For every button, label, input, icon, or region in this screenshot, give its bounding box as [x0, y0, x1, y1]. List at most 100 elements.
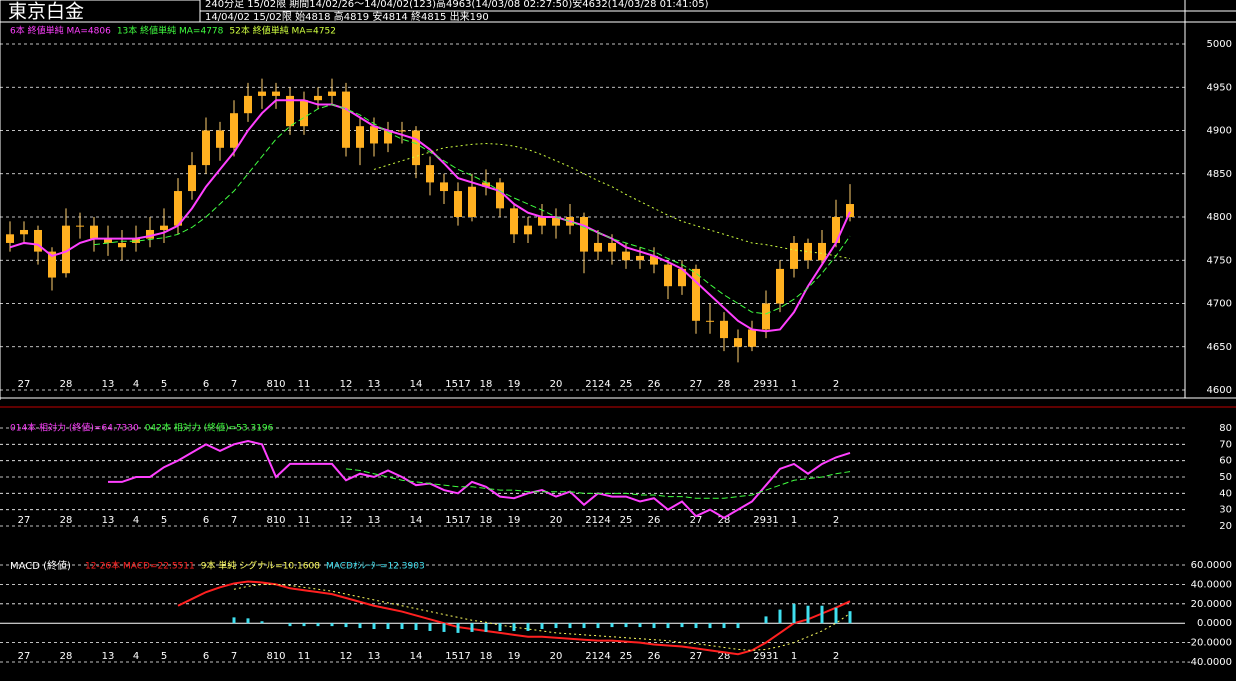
- y-tick-label: 60.0000: [1191, 560, 1232, 571]
- x-tick-label: 13: [368, 651, 381, 662]
- y-tick-label: 20.0000: [1191, 599, 1232, 610]
- legend-entry: MACDｵｼﾚｰﾀｰ=12.3903: [326, 561, 425, 572]
- y-tick-label: 30: [1219, 505, 1232, 516]
- x-tick-label: 28: [60, 515, 73, 526]
- oscillator-bar: [400, 623, 404, 630]
- oscillator-bar: [302, 623, 306, 627]
- candle-body: [776, 268, 784, 304]
- y-tick-label: 4650: [1207, 342, 1232, 353]
- candle-body: [468, 186, 476, 217]
- x-tick-label: 6: [203, 379, 209, 390]
- oscillator-bar: [372, 623, 376, 630]
- y-tick-label: 4700: [1207, 299, 1232, 310]
- x-tick-label: 27: [690, 651, 703, 662]
- x-tick-label: 28: [60, 651, 73, 662]
- x-tick-label: 13: [102, 515, 115, 526]
- x-tick-label: 19: [508, 651, 521, 662]
- x-tick-label: 20: [550, 379, 563, 390]
- candle-body: [370, 126, 378, 144]
- x-tick-label: 28: [718, 651, 731, 662]
- x-tick-label: 25: [620, 379, 633, 390]
- candle-body: [314, 95, 322, 101]
- x-tick-label: 19: [508, 379, 521, 390]
- candle-body: [104, 238, 112, 243]
- oscillator-bar: [568, 623, 572, 629]
- x-tick-label: 28: [718, 379, 731, 390]
- y-tick-label: 5000: [1207, 39, 1232, 50]
- x-tick-label: 28: [60, 379, 73, 390]
- x-tick-label: 4: [133, 379, 139, 390]
- oscillator-bar: [582, 623, 586, 629]
- legend-title: MACD (終値): [10, 559, 71, 572]
- oscillator-bar: [806, 605, 810, 624]
- x-tick-label: 2931: [753, 515, 778, 526]
- oscillator-bar: [694, 623, 698, 629]
- oscillator-bar: [736, 623, 740, 629]
- x-tick-label: 20: [550, 515, 563, 526]
- candle-body: [398, 130, 406, 132]
- x-tick-label: 2: [833, 515, 839, 526]
- candle-body: [286, 95, 294, 127]
- oscillator-bar: [652, 623, 656, 629]
- x-tick-label: 810: [266, 651, 285, 662]
- legend-entry: 13本 終値単純 MA=4778: [117, 25, 224, 37]
- x-tick-label: 2124: [585, 515, 610, 526]
- oscillator-bar: [428, 623, 432, 631]
- candle-body: [118, 242, 126, 248]
- candle-body: [510, 208, 518, 235]
- oscillator-bar: [456, 623, 460, 633]
- candle-body: [720, 320, 728, 339]
- candle-body: [440, 182, 448, 192]
- candle-body: [384, 130, 392, 144]
- legend-entry: 014本 相対力 (終値)=64.7330: [10, 422, 139, 434]
- candle-body: [538, 217, 546, 226]
- x-tick-label: 25: [620, 651, 633, 662]
- x-tick-label: 1: [791, 379, 797, 390]
- oscillator-bar: [526, 623, 530, 631]
- candle-body: [244, 95, 252, 114]
- y-tick-label: 4950: [1207, 82, 1232, 93]
- x-tick-label: 2931: [753, 379, 778, 390]
- oscillator-bar: [540, 623, 544, 630]
- x-tick-label: 1517: [445, 651, 470, 662]
- oscillator-bar: [722, 623, 726, 629]
- x-tick-label: 2: [833, 379, 839, 390]
- x-tick-label: 1: [791, 515, 797, 526]
- legend-entry: 042本 相対力 (終値)=53.3196: [145, 422, 274, 434]
- oscillator-bar: [610, 623, 614, 628]
- y-tick-label: 60: [1219, 456, 1232, 467]
- candle-body: [706, 320, 714, 322]
- x-tick-label: 26: [648, 515, 661, 526]
- candle-body: [188, 165, 196, 192]
- x-tick-label: 2124: [585, 379, 610, 390]
- candle-body: [650, 255, 658, 265]
- candle-body: [524, 225, 532, 235]
- candle-body: [90, 225, 98, 239]
- oscillator-bar: [554, 623, 558, 629]
- candle-body: [804, 242, 812, 261]
- candle-body: [160, 225, 168, 230]
- y-tick-label: 20: [1219, 521, 1232, 532]
- y-tick-label: 0.0000: [1197, 618, 1232, 629]
- legend-entry: 9本 単純 シグナル=10.1608: [201, 560, 320, 572]
- y-tick-label: 50: [1219, 472, 1232, 483]
- candle-body: [454, 191, 462, 217]
- x-tick-label: 11: [298, 651, 311, 662]
- candle-body: [174, 191, 182, 226]
- oscillator-bar: [358, 623, 362, 629]
- x-tick-label: 11: [298, 515, 311, 526]
- y-tick-label: 4750: [1207, 255, 1232, 266]
- info-line: 14/04/02 15/02限 始4818 高4819 安4814 終4815 …: [205, 10, 489, 23]
- series-line: [9, 99, 851, 333]
- oscillator-bar: [470, 623, 474, 632]
- x-tick-label: 1: [791, 651, 797, 662]
- x-tick-label: 18: [480, 379, 493, 390]
- candle-body: [608, 242, 616, 252]
- oscillator-bar: [596, 623, 600, 629]
- y-tick-label: 40.0000: [1191, 579, 1232, 590]
- series-line: [345, 468, 851, 499]
- y-tick-label: 4850: [1207, 169, 1232, 180]
- oscillator-bar: [834, 607, 838, 624]
- x-tick-label: 26: [648, 379, 661, 390]
